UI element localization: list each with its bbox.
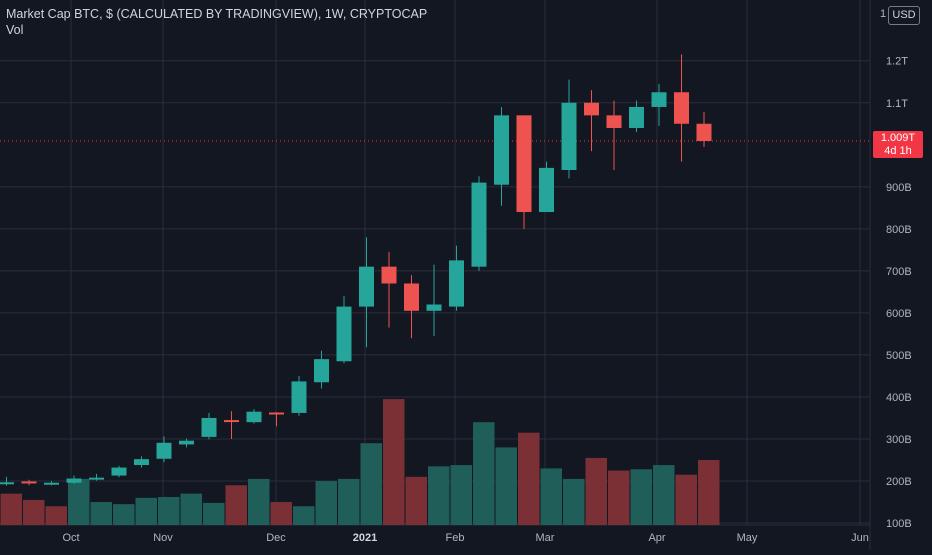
y-tick-label: 900B — [886, 182, 912, 194]
x-tick-label: May — [737, 532, 758, 544]
candle-body — [651, 92, 667, 107]
x-tick-label: Feb — [446, 532, 465, 544]
scale-prefix: 1 — [880, 8, 887, 20]
candle-body — [606, 115, 622, 128]
volume-bar — [473, 422, 495, 525]
volume-bar — [563, 478, 585, 525]
currency-button[interactable]: USD — [888, 6, 920, 25]
last-price-value: 1.009T — [880, 132, 916, 144]
bar-countdown: 4d 1h — [884, 144, 912, 157]
volume-bar — [113, 504, 135, 525]
candle-body — [201, 417, 217, 437]
candle-body — [156, 442, 172, 459]
candle-body — [336, 306, 352, 362]
volume-bar — [90, 502, 112, 525]
volume-label: Vol — [6, 23, 24, 37]
candle-body — [449, 260, 464, 307]
candle-body — [66, 478, 82, 483]
x-tick-label: 2021 — [353, 532, 377, 544]
candle-body — [539, 167, 554, 213]
candle-body — [381, 266, 397, 284]
candle-body — [44, 482, 59, 485]
volume-bar — [293, 506, 315, 525]
candle-body — [111, 467, 127, 476]
candle-body — [246, 411, 262, 423]
volume-bar — [653, 465, 675, 525]
candle-body — [584, 102, 599, 116]
volume-bar — [698, 460, 720, 525]
candle-body — [224, 420, 239, 423]
volume-bar — [0, 493, 22, 525]
y-tick-label: 100B — [886, 518, 912, 530]
candle-body — [696, 123, 712, 141]
volume-bar — [180, 493, 202, 525]
volume-bar — [518, 432, 540, 525]
candle-body — [516, 115, 532, 213]
volume-bar — [450, 465, 472, 525]
x-tick-label: Oct — [62, 532, 79, 544]
volume-bar — [315, 481, 337, 525]
candle-body — [21, 481, 37, 484]
y-tick-label: 1.1T — [886, 98, 908, 110]
candle-body — [89, 477, 104, 480]
volume-bar — [203, 502, 225, 525]
candle-body — [134, 459, 149, 466]
y-tick-label: 200B — [886, 476, 912, 488]
y-tick-label: 700B — [886, 266, 912, 278]
volume-bar — [248, 478, 270, 525]
volume-bar — [428, 466, 450, 525]
y-tick-label: 400B — [886, 392, 912, 404]
y-tick-label: 600B — [886, 308, 912, 320]
x-tick-label: Nov — [153, 532, 173, 544]
candle-body — [0, 482, 14, 485]
volume-bar — [23, 499, 45, 525]
volume-bar — [158, 496, 180, 525]
candle-body — [494, 115, 509, 185]
volume-bar — [585, 457, 607, 525]
volume-bar — [630, 469, 652, 525]
candle-body — [426, 304, 442, 311]
y-tick-label: 300B — [886, 434, 912, 446]
volume-bar — [135, 497, 157, 525]
y-tick-label: 800B — [886, 224, 912, 236]
candle-body — [359, 266, 374, 307]
chart-legend: Market Cap BTC, $ (CALCULATED BY TRADING… — [6, 7, 427, 38]
chart-title: Market Cap BTC, $ (CALCULATED BY TRADING… — [6, 7, 428, 21]
last-price-tag: 1.009T 4d 1h — [873, 131, 923, 158]
candle-body — [674, 92, 689, 124]
volume-bar — [495, 447, 517, 525]
volume-bar — [270, 502, 292, 525]
x-tick-label: Mar — [536, 532, 555, 544]
candle-body — [314, 359, 329, 383]
volume-bar — [540, 468, 562, 525]
y-tick-label: 1.2T — [886, 56, 908, 68]
volume-bar — [360, 443, 382, 525]
volume-bar — [405, 476, 427, 525]
candle-body — [291, 381, 307, 413]
candle-body — [269, 412, 284, 415]
volume-bar — [225, 485, 247, 525]
candle-body — [179, 440, 194, 445]
candle-body — [404, 283, 419, 311]
y-tick-label: 500B — [886, 350, 912, 362]
candle-body — [561, 102, 577, 171]
volume-bar — [608, 470, 630, 525]
volume-bar — [68, 478, 90, 525]
x-tick-label: Apr — [648, 532, 665, 544]
volume-bar — [338, 478, 360, 525]
volume-bar — [45, 506, 67, 525]
x-tick-label: Jun — [851, 532, 869, 544]
volume-bar — [675, 474, 697, 525]
volume-bar — [383, 399, 405, 525]
x-tick-label: Dec — [266, 532, 286, 544]
candle-body — [629, 106, 644, 128]
candle-body — [471, 182, 487, 267]
